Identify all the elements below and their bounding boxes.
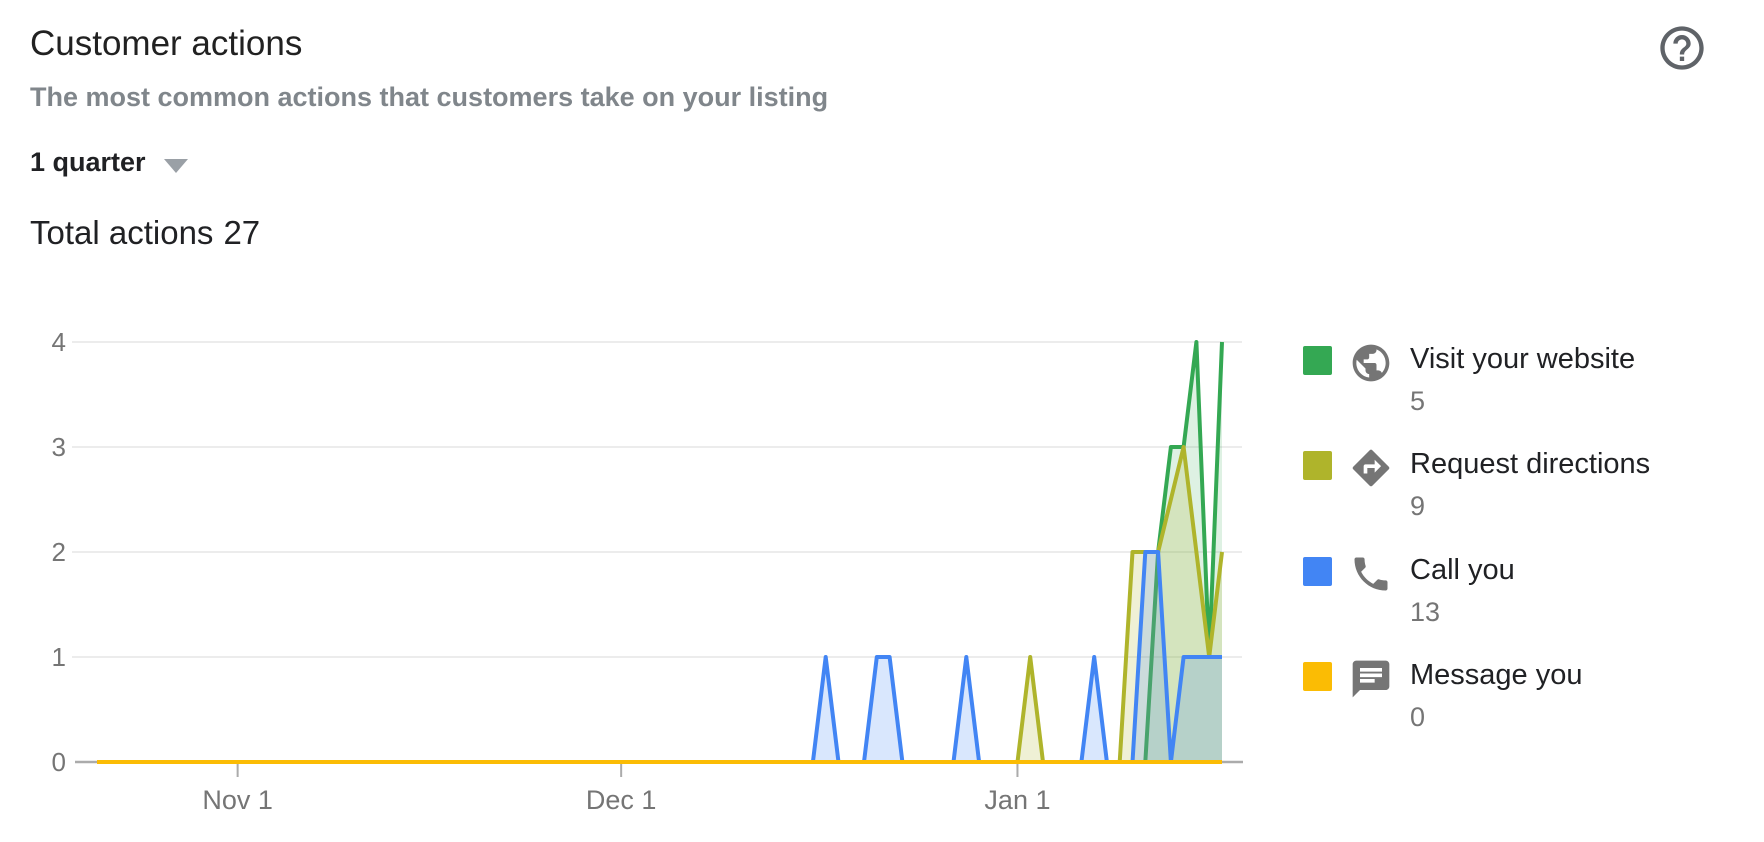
x-tick-label-Nov 1: Nov 1 — [202, 785, 273, 815]
legend-value: 5 — [1410, 386, 1426, 416]
legend-label: Call you — [1410, 554, 1515, 586]
legend-item-message-you: Message you 0 — [1303, 657, 1583, 733]
y-tick-label-4: 4 — [52, 327, 66, 357]
customer-actions-chart: 0 1 2 3 4 Nov 1 Dec 1 Jan 1 — [52, 327, 1243, 815]
help-icon — [1660, 26, 1704, 70]
period-dropdown[interactable]: 1 quarter — [30, 147, 188, 178]
chart-axis-labels: 0 1 2 3 4 Nov 1 Dec 1 Jan 1 — [52, 327, 1051, 815]
legend-label: Request directions — [1410, 448, 1651, 480]
chevron-down-icon — [163, 158, 188, 173]
y-tick-label-2: 2 — [52, 537, 66, 567]
period-dropdown-value: 1 quarter — [30, 147, 146, 177]
total-actions-value: 27 — [223, 214, 261, 251]
series-line-directions — [97, 445, 1224, 764]
page-subtitle: The most common actions that customers t… — [30, 82, 829, 112]
x-tick-label-Dec 1: Dec 1 — [586, 785, 657, 815]
y-tick-label-0: 0 — [52, 747, 66, 777]
legend-item-request-directions: Request directions 9 — [1303, 446, 1650, 522]
page-title: Customer actions — [30, 24, 303, 63]
message-icon — [1349, 657, 1393, 701]
legend-value: 0 — [1410, 702, 1426, 732]
series-line-globe — [97, 340, 1224, 764]
chart-series — [97, 340, 1224, 764]
total-actions-label: Total actions — [30, 214, 214, 251]
total-actions: Total actions 27 — [30, 214, 260, 252]
legend-label: Visit your website — [1410, 343, 1636, 375]
series-area-directions — [97, 447, 1222, 762]
directions-icon — [1349, 446, 1393, 490]
help-button[interactable] — [1656, 22, 1708, 74]
legend-swatch-green — [1303, 346, 1332, 375]
y-tick-label-3: 3 — [52, 432, 66, 462]
phone-icon — [1349, 552, 1393, 596]
legend-swatch-blue — [1303, 557, 1332, 586]
globe-icon — [1349, 341, 1393, 385]
legend-item-call-you: Call you 13 — [1303, 552, 1515, 628]
legend-swatch-yellow — [1303, 662, 1332, 691]
legend-value: 13 — [1410, 597, 1441, 627]
x-tick-label-Jan 1: Jan 1 — [984, 785, 1050, 815]
legend-label: Message you — [1410, 659, 1583, 691]
legend-value: 9 — [1410, 491, 1426, 521]
legend-item-visit-your-website: Visit your website 5 — [1303, 341, 1635, 417]
legend-swatch-olive — [1303, 451, 1332, 480]
y-tick-label-1: 1 — [52, 642, 66, 672]
chart-grid — [72, 341, 1243, 777]
